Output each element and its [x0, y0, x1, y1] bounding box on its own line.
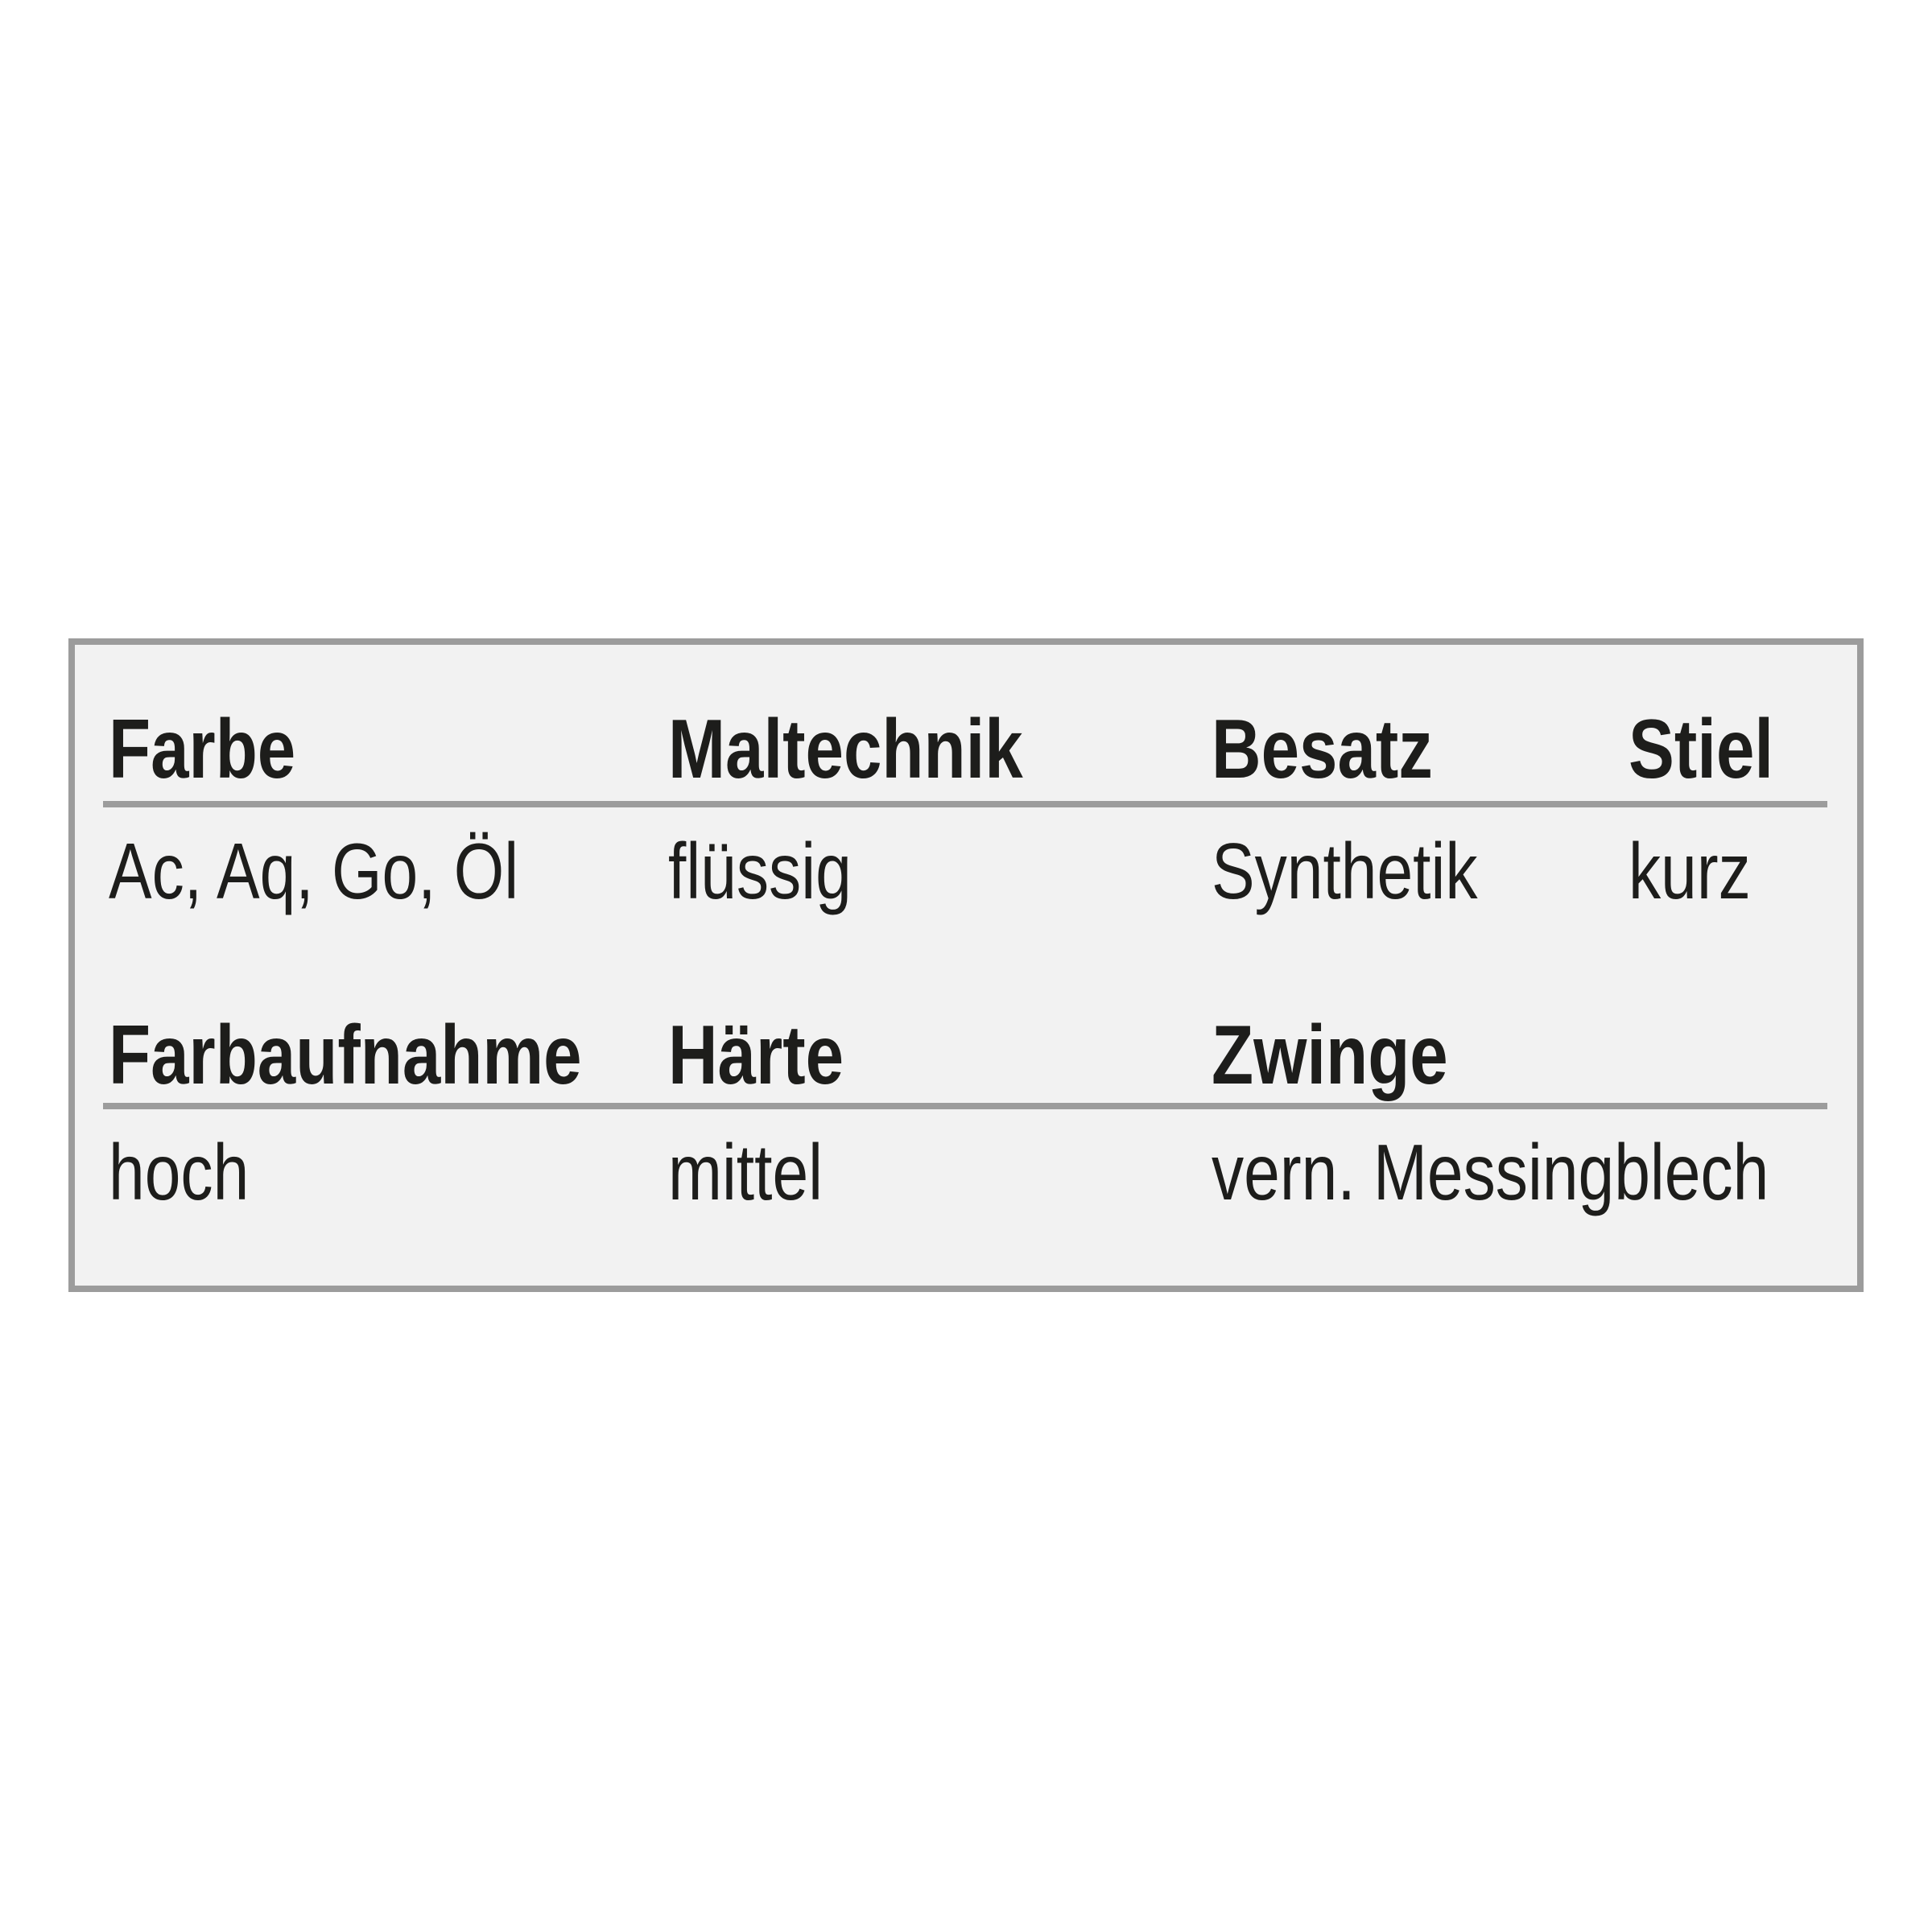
value-maltechnik: flüssig [668, 827, 852, 915]
value-zwinge: vern. Messingblech [1212, 1128, 1769, 1216]
value-farbe: Ac, Aq, Go, Öl [109, 827, 519, 915]
value-haerte: mittel [668, 1128, 823, 1216]
value-stiel: kurz [1629, 827, 1751, 915]
header-besatz: Besatz [1212, 703, 1433, 796]
section2-divider-rule [103, 1103, 1827, 1109]
header-stiel: Stiel [1629, 703, 1774, 796]
header-farbaufnahme: Farbaufnahme [109, 1009, 582, 1102]
header-farbe: Farbe [109, 703, 296, 796]
spec-table: Farbe Maltechnik Besatz Stiel Ac, Aq, Go… [68, 638, 1864, 1292]
header-haerte: Härte [668, 1009, 844, 1102]
header-zwinge: Zwinge [1212, 1009, 1448, 1102]
value-farbaufnahme: hoch [109, 1128, 250, 1216]
header-maltechnik: Maltechnik [668, 703, 1023, 796]
value-besatz: Synthetik [1212, 827, 1478, 915]
section1-divider-rule [103, 801, 1827, 807]
